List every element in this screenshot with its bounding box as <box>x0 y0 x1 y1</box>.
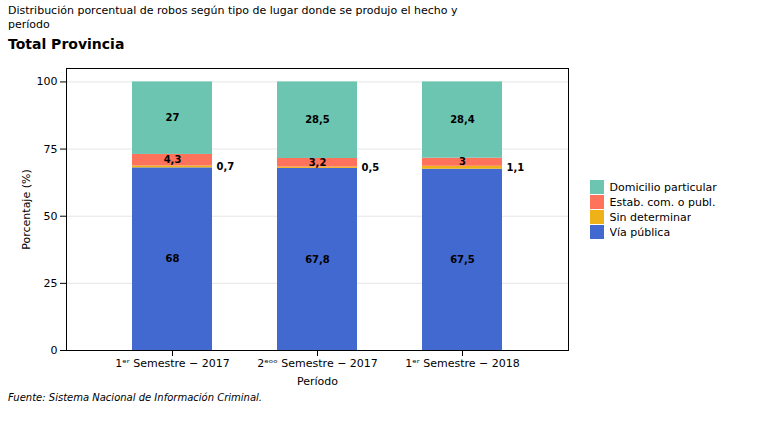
svg-text:0,7: 0,7 <box>217 161 235 172</box>
html-text:Estab. com. o publ.: Estab. com. o publ. <box>609 195 716 209</box>
svg-text:75: 75 <box>44 143 58 156</box>
svg-text:0,5: 0,5 <box>362 162 380 173</box>
svg-text:1ᵉʳ Semestre − 2018: 1ᵉʳ Semestre − 2018 <box>405 357 519 370</box>
svg-text:1ᵉʳ Semestre − 2017: 1ᵉʳ Semestre − 2017 <box>115 357 229 370</box>
svg-text:4,3: 4,3 <box>164 154 182 165</box>
svg-text:67,8: 67,8 <box>305 254 330 265</box>
svg-text:50: 50 <box>44 210 58 223</box>
svg-text:Período: Período <box>297 375 338 388</box>
html-text:Distribución porcentual de rob: Distribución porcentual de robos según t… <box>8 4 458 31</box>
svg-text:0: 0 <box>51 344 58 357</box>
svg-text:67,5: 67,5 <box>450 254 475 265</box>
html-text:Total Provincia: Total Provincia <box>8 36 125 52</box>
svg-text:28,5: 28,5 <box>305 114 330 125</box>
html-text:Domicilio particular: Domicilio particular <box>609 180 717 194</box>
svg-text:28,4: 28,4 <box>450 114 475 125</box>
svg-text:3: 3 <box>459 156 466 167</box>
svg-text:27: 27 <box>166 112 180 123</box>
html-text:Sin determinar: Sin determinar <box>609 210 692 224</box>
svg-text:25: 25 <box>44 277 58 290</box>
svg-text:68: 68 <box>166 253 180 264</box>
svg-text:2ᵉᵒᵒ Semestre − 2017: 2ᵉᵒᵒ Semestre − 2017 <box>257 357 378 370</box>
svg-text:100: 100 <box>37 75 58 88</box>
svg-text:3,2: 3,2 <box>309 157 327 168</box>
html-text:Vía pública: Vía pública <box>609 225 671 239</box>
html-text:Fuente: Sistema Nacional de In: Fuente: Sistema Nacional de Información … <box>8 392 262 403</box>
svg-text:Porcentaje (%): Porcentaje (%) <box>20 169 33 249</box>
svg-text:1,1: 1,1 <box>507 162 525 173</box>
